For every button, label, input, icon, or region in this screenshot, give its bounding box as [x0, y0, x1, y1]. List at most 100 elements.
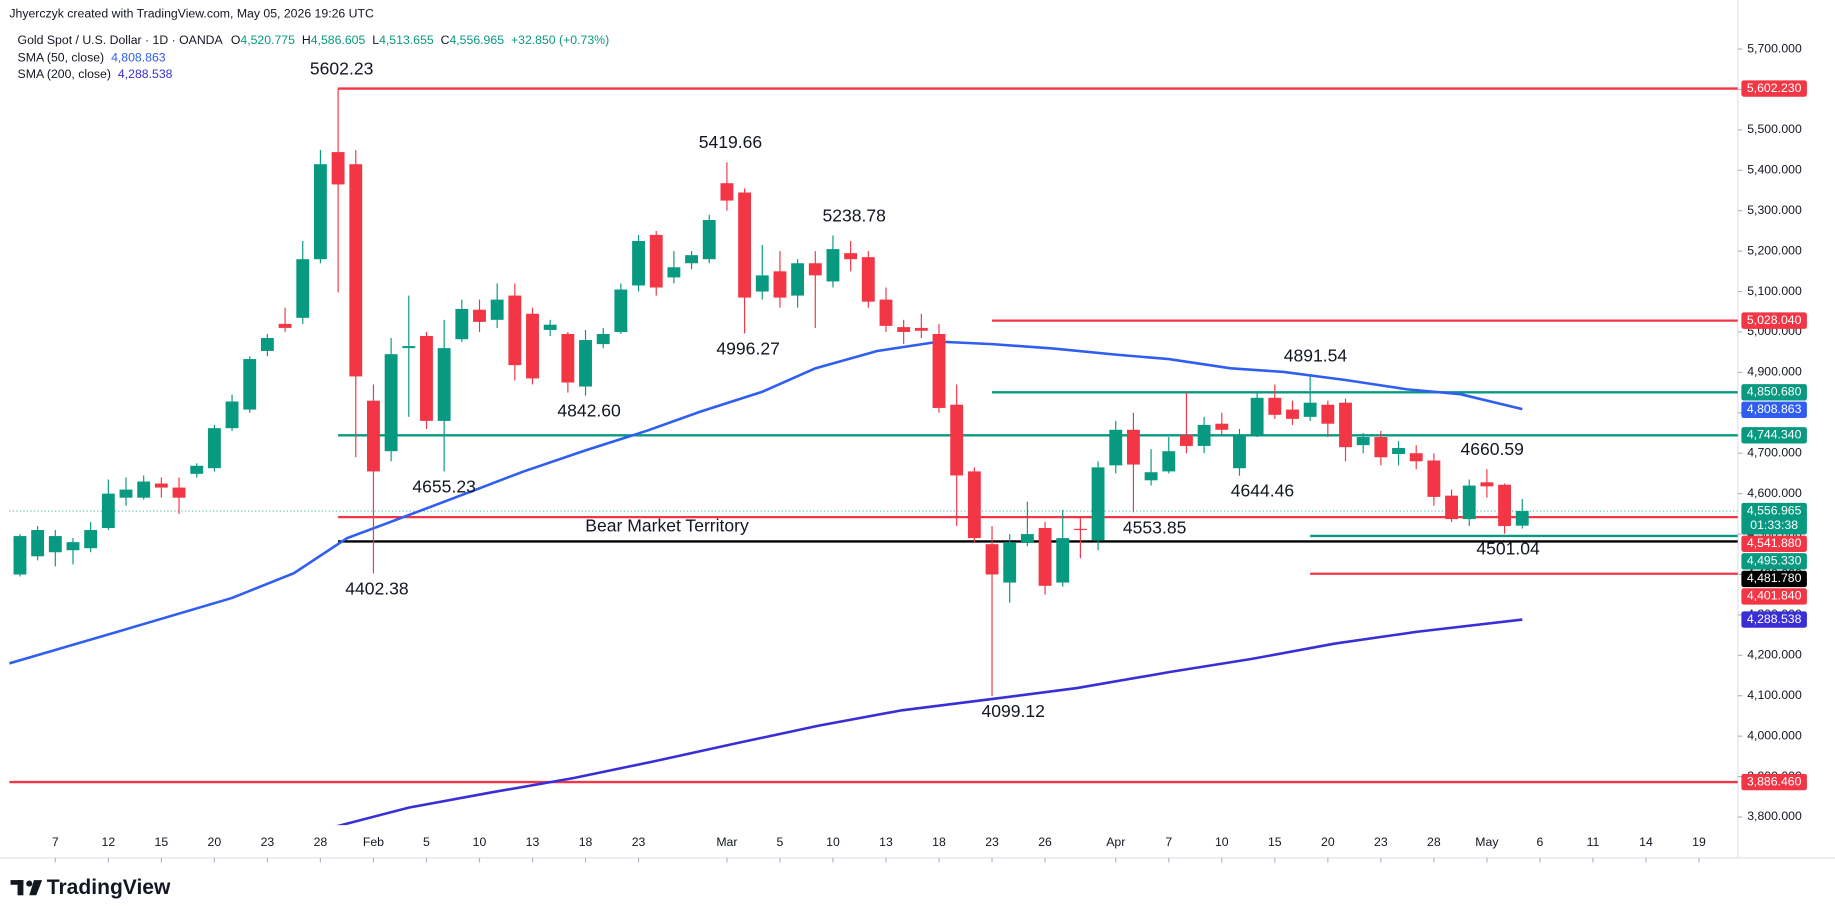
brand-logo: TradingView	[10, 876, 171, 899]
candle-body	[420, 336, 433, 421]
y-tick-label: 5,400.000	[1747, 163, 1802, 177]
x-tick-label: 20	[208, 835, 222, 849]
candle-body	[1003, 542, 1017, 583]
candle-body	[1056, 538, 1070, 583]
y-tick-label: 5,700.000	[1747, 41, 1802, 55]
candle-body	[950, 404, 964, 476]
y-tick-label: 5,200.000	[1747, 243, 1802, 257]
candle-body	[791, 263, 805, 296]
price-tag-label: 4,808.863	[1747, 402, 1802, 416]
candle-body	[296, 259, 310, 318]
candle-body	[1091, 467, 1105, 541]
candle-body	[1498, 484, 1512, 526]
price-tag	[1741, 502, 1807, 535]
logo-shape	[17, 880, 24, 896]
candle-body	[1126, 429, 1140, 465]
price-tag-label: 4,495.330	[1747, 554, 1802, 568]
price-tag	[1741, 588, 1807, 605]
x-tick-label: 11	[1587, 835, 1600, 849]
candle-body	[1321, 404, 1335, 424]
candle-body	[1233, 435, 1246, 469]
x-tick-label: 18	[579, 835, 593, 849]
candle-body	[225, 401, 239, 429]
candle-body	[243, 359, 257, 410]
x-tick-label: 13	[526, 835, 540, 849]
candle-body	[720, 183, 734, 201]
sma-name: SMA (200, close)	[18, 67, 111, 81]
ohlc-value: 4,520.775	[240, 33, 295, 47]
candle-body	[154, 483, 168, 488]
x-tick-label: 19	[1692, 835, 1706, 849]
candle-body	[808, 263, 822, 276]
candle-body	[1515, 511, 1529, 526]
candle-body	[101, 493, 115, 528]
candle-body	[1197, 424, 1211, 446]
sma-value: 4,808.863	[111, 51, 166, 65]
price-annotation: 5419.66	[699, 132, 762, 152]
candle-body	[1480, 482, 1494, 487]
plot-area: Bear Market Territory 5602.23 5419.66 5238.…	[9, 58, 1738, 826]
price-tag	[1741, 384, 1807, 401]
price-tag-label: 4,744.340	[1747, 428, 1802, 442]
candle-body	[313, 164, 327, 260]
x-tick-label: Apr	[1106, 835, 1125, 849]
candle-body	[190, 465, 204, 474]
candle-body	[1073, 528, 1087, 531]
y-tick-label: 5,100.000	[1747, 284, 1802, 298]
sma-line	[9, 340, 1523, 665]
price-tag-label: 4,288.538	[1747, 612, 1802, 626]
price-annotation: 4996.27	[716, 338, 779, 358]
candle-body	[879, 299, 893, 326]
candle-body	[826, 249, 840, 282]
legend-symbol: Gold Spot / U.S. Dollar · 1D · OANDA O4,…	[18, 33, 610, 47]
x-tick-label: 15	[155, 835, 169, 849]
price-tag	[1741, 312, 1807, 329]
candle-body	[349, 164, 363, 377]
x-tick-label: 10	[473, 835, 487, 849]
ohlc-key: H	[302, 33, 311, 47]
candle-body	[967, 471, 981, 539]
x-tick-label: 23	[985, 835, 999, 849]
x-tick-label: 23	[261, 835, 275, 849]
x-tick-label: 7	[52, 835, 59, 849]
candle-body	[685, 255, 699, 264]
ohlc-value: 4,556.965	[449, 33, 504, 47]
candle-body	[490, 299, 504, 320]
price-tag	[1741, 611, 1807, 628]
candle-body	[1445, 495, 1458, 520]
ohlc-key: L	[372, 33, 379, 47]
price-tag-label: 4,556.965	[1747, 503, 1802, 517]
candle-body	[137, 481, 151, 498]
price-tags: 5,602.230 5,028.040 4,850.680 4,808.863 4,74…	[1741, 80, 1807, 791]
candle-body	[1268, 397, 1282, 415]
candle-body	[331, 152, 345, 185]
price-tag-label: 4,401.840	[1747, 589, 1802, 603]
candle-body	[13, 536, 27, 575]
candle-body	[384, 354, 398, 452]
candle-body	[738, 192, 752, 298]
candle-body	[1215, 423, 1229, 430]
price-tag	[1741, 535, 1807, 552]
candle-body	[561, 333, 575, 383]
x-tick-label: Mar	[716, 835, 737, 849]
price-annotation: 5238.78	[822, 205, 885, 225]
band-label: Bear Market Territory	[585, 515, 749, 535]
x-tick-label: 7	[1165, 835, 1172, 849]
price-tag-label: 4,481.780	[1747, 571, 1802, 585]
candle-body	[1109, 429, 1123, 466]
candle-body	[1286, 409, 1299, 419]
ohlc-key: O	[231, 33, 241, 47]
candle-body	[543, 324, 557, 330]
candle-body	[48, 536, 62, 553]
candle-body	[207, 428, 221, 469]
candle-body	[1374, 437, 1388, 458]
candle-body	[66, 542, 80, 551]
y-tick-label: 5,300.000	[1747, 203, 1802, 217]
candle-body	[278, 323, 292, 328]
x-tick-label: 23	[632, 835, 646, 849]
x-tick-label: 10	[1215, 835, 1229, 849]
price-tag-label: 5,602.230	[1747, 81, 1802, 95]
price-tag	[1741, 80, 1807, 97]
